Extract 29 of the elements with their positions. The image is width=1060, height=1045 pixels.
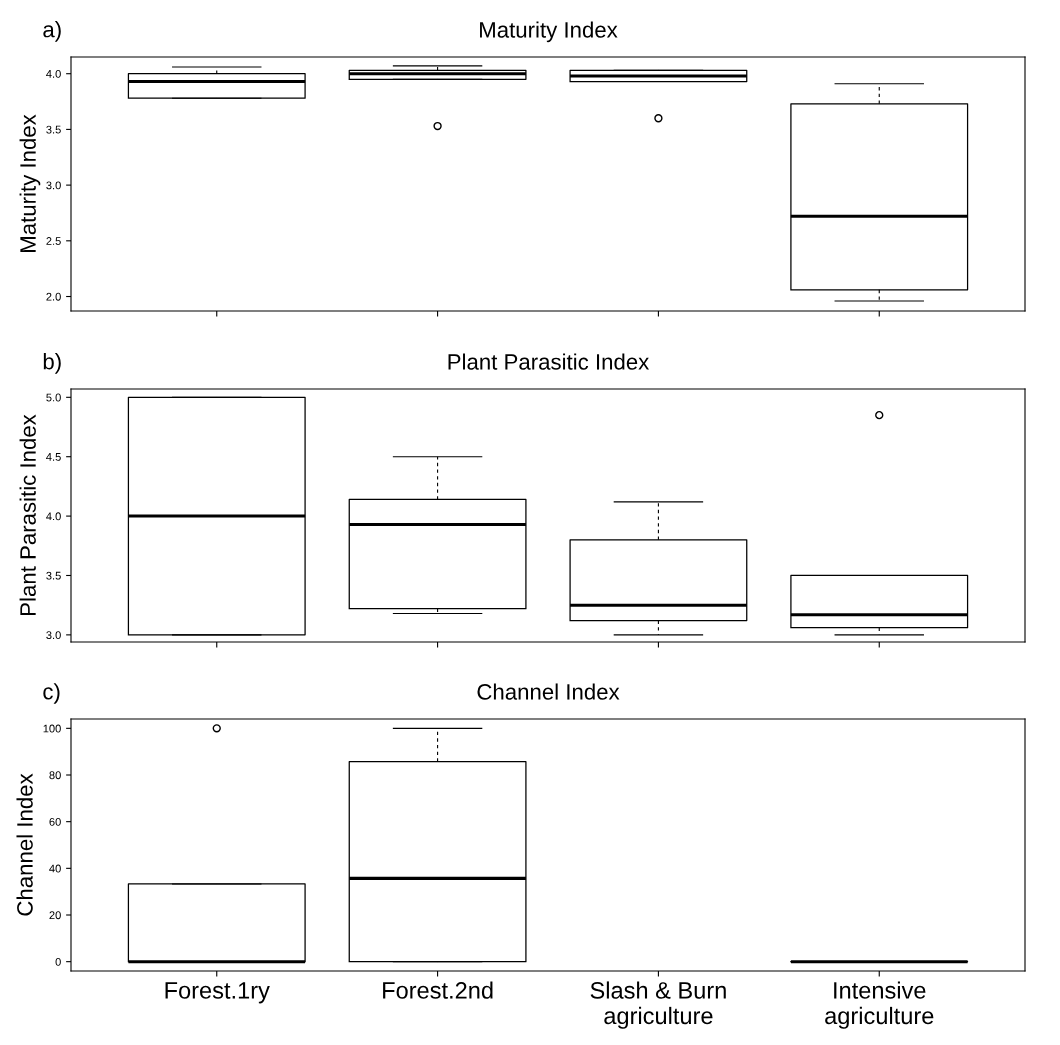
x-tick-label: Forest.2nd <box>383 981 493 999</box>
y-tick-label: 60 <box>49 817 61 826</box>
y-axis-title: Channel Index <box>16 773 33 916</box>
y-axis-title: Plant Parasitic Index <box>19 414 36 615</box>
y-tick-label: 2.5 <box>46 237 61 245</box>
text: c) <box>43 683 60 704</box>
y-tick-label: 20 <box>49 911 61 920</box>
chart-title: Maturity Index <box>480 21 618 43</box>
y-axis-title: Maturity Index <box>19 114 41 252</box>
y-tick-label: 5.0 <box>46 393 61 402</box>
text: a) <box>43 21 61 42</box>
y-tick-label: 3.5 <box>46 125 61 134</box>
chart-title: Plant Parasitic Index <box>448 353 650 370</box>
x-tick-label: Slash & Burn agriculture <box>590 981 726 1029</box>
y-tick-label: 4.0 <box>46 512 61 521</box>
chart-title: Channel Index <box>477 683 620 700</box>
y-tick-label: 40 <box>49 864 61 873</box>
text: b) <box>43 353 61 374</box>
y-tick-label: 100 <box>43 724 61 733</box>
y-tick-label: 3.5 <box>46 571 61 580</box>
y-tick-label: 0 <box>55 957 61 966</box>
y-tick-label: 4.5 <box>46 453 61 461</box>
y-tick-label: 3.0 <box>46 181 61 190</box>
x-tick-label: Intensive agriculture <box>825 981 934 1029</box>
y-tick-label: 4.0 <box>46 69 61 78</box>
y-tick-label: 80 <box>49 771 61 780</box>
y-tick-label: 2.0 <box>46 292 61 301</box>
x-tick-label: Forest.1ry <box>165 982 270 1004</box>
y-tick-label: 3.0 <box>46 631 61 640</box>
